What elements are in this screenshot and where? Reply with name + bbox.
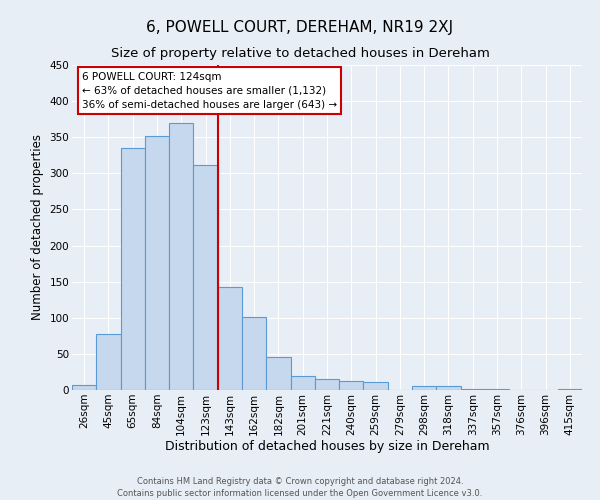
Bar xyxy=(145,136,169,390)
Bar xyxy=(218,286,242,390)
Bar xyxy=(315,379,339,390)
Bar xyxy=(72,385,96,390)
Bar xyxy=(169,123,193,390)
Text: Contains public sector information licensed under the Open Government Licence v3: Contains public sector information licen… xyxy=(118,489,482,498)
Text: 6 POWELL COURT: 124sqm
← 63% of detached houses are smaller (1,132)
36% of semi-: 6 POWELL COURT: 124sqm ← 63% of detached… xyxy=(82,72,337,110)
Bar xyxy=(193,164,218,390)
Bar xyxy=(436,386,461,390)
Text: Contains HM Land Registry data © Crown copyright and database right 2024.: Contains HM Land Registry data © Crown c… xyxy=(137,478,463,486)
Bar xyxy=(242,317,266,390)
Text: 6, POWELL COURT, DEREHAM, NR19 2XJ: 6, POWELL COURT, DEREHAM, NR19 2XJ xyxy=(146,20,454,35)
Bar xyxy=(290,376,315,390)
Y-axis label: Number of detached properties: Number of detached properties xyxy=(31,134,44,320)
Bar xyxy=(121,148,145,390)
Bar xyxy=(339,380,364,390)
Bar xyxy=(96,334,121,390)
X-axis label: Distribution of detached houses by size in Dereham: Distribution of detached houses by size … xyxy=(164,440,490,454)
Bar xyxy=(461,388,485,390)
Text: Size of property relative to detached houses in Dereham: Size of property relative to detached ho… xyxy=(110,48,490,60)
Bar xyxy=(412,386,436,390)
Bar xyxy=(364,382,388,390)
Bar xyxy=(266,357,290,390)
